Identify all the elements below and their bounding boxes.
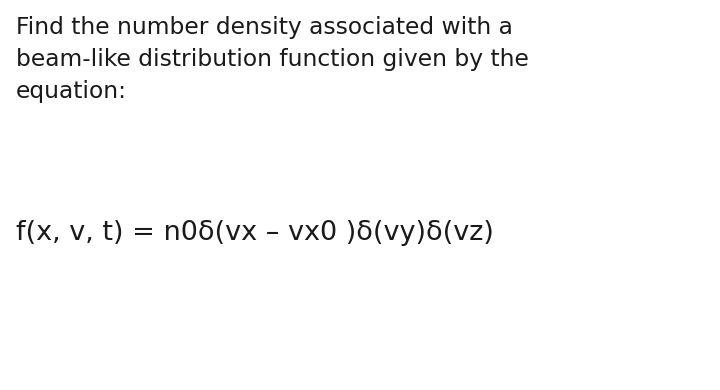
- Text: f(x, v, t) = n0δ(vx – vx0 )δ(vy)δ(vz): f(x, v, t) = n0δ(vx – vx0 )δ(vy)δ(vz): [16, 220, 494, 246]
- Text: Find the number density associated with a
beam-like distribution function given : Find the number density associated with …: [16, 16, 528, 103]
